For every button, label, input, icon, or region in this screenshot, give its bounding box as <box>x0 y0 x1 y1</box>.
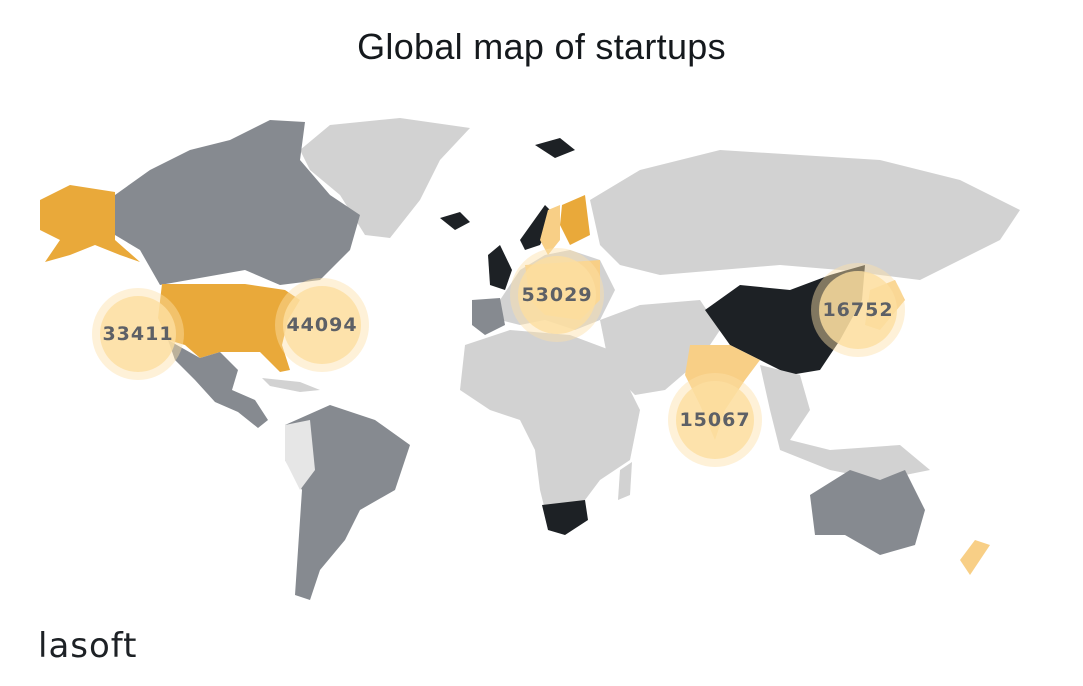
sweden <box>540 205 560 255</box>
middle-east <box>600 300 720 395</box>
uk <box>488 245 512 290</box>
lasoft-logo: lasoft <box>38 626 138 666</box>
iberia <box>472 298 505 335</box>
madagascar <box>618 462 632 500</box>
scandinavia <box>520 205 555 250</box>
bubble-us-east: 44094 <box>275 278 369 372</box>
bubble-value: 33411 <box>102 323 174 345</box>
mexico <box>168 340 268 428</box>
bubble-value: 53029 <box>521 284 593 306</box>
africa <box>460 330 640 530</box>
bubble-value: 44094 <box>286 314 358 336</box>
bubble-india: 15067 <box>668 373 762 467</box>
bubble-europe: 53029 <box>510 248 604 342</box>
bubble-us-west: 33411 <box>92 288 184 380</box>
southeast-asia <box>760 365 930 480</box>
greenland <box>300 118 470 238</box>
andes-region <box>285 420 315 490</box>
bubble-value: 16752 <box>822 299 894 321</box>
australia <box>810 470 925 555</box>
bubble-value: 15067 <box>679 409 751 431</box>
iceland <box>440 212 470 230</box>
russia <box>590 150 1020 280</box>
alaska <box>40 185 140 262</box>
finland <box>560 195 590 245</box>
usa <box>158 284 300 372</box>
canada <box>115 120 360 285</box>
new-zealand <box>960 540 990 575</box>
south-america <box>285 405 410 600</box>
bubble-east-asia: 16752 <box>811 263 905 357</box>
page-title: Global map of startups <box>357 26 726 67</box>
south-africa <box>542 500 588 535</box>
svalbard <box>535 138 575 158</box>
caribbean <box>262 378 320 392</box>
